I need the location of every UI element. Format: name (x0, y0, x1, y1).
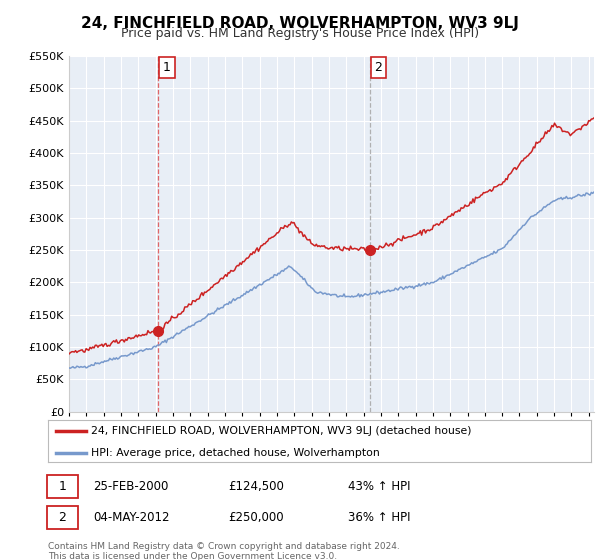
Text: 36% ↑ HPI: 36% ↑ HPI (348, 511, 410, 524)
Text: 1: 1 (58, 480, 67, 493)
Text: Contains HM Land Registry data © Crown copyright and database right 2024.
This d: Contains HM Land Registry data © Crown c… (48, 542, 400, 560)
Text: 04-MAY-2012: 04-MAY-2012 (93, 511, 170, 524)
Text: 43% ↑ HPI: 43% ↑ HPI (348, 480, 410, 493)
Text: 2: 2 (374, 61, 382, 74)
Text: 1: 1 (163, 61, 171, 74)
Text: HPI: Average price, detached house, Wolverhampton: HPI: Average price, detached house, Wolv… (91, 448, 380, 458)
Text: 24, FINCHFIELD ROAD, WOLVERHAMPTON, WV3 9LJ (detached house): 24, FINCHFIELD ROAD, WOLVERHAMPTON, WV3 … (91, 426, 472, 436)
Text: £124,500: £124,500 (228, 480, 284, 493)
Text: £250,000: £250,000 (228, 511, 284, 524)
Text: Price paid vs. HM Land Registry's House Price Index (HPI): Price paid vs. HM Land Registry's House … (121, 27, 479, 40)
Text: 24, FINCHFIELD ROAD, WOLVERHAMPTON, WV3 9LJ: 24, FINCHFIELD ROAD, WOLVERHAMPTON, WV3 … (81, 16, 519, 31)
Text: 2: 2 (58, 511, 67, 524)
Text: 25-FEB-2000: 25-FEB-2000 (93, 480, 169, 493)
